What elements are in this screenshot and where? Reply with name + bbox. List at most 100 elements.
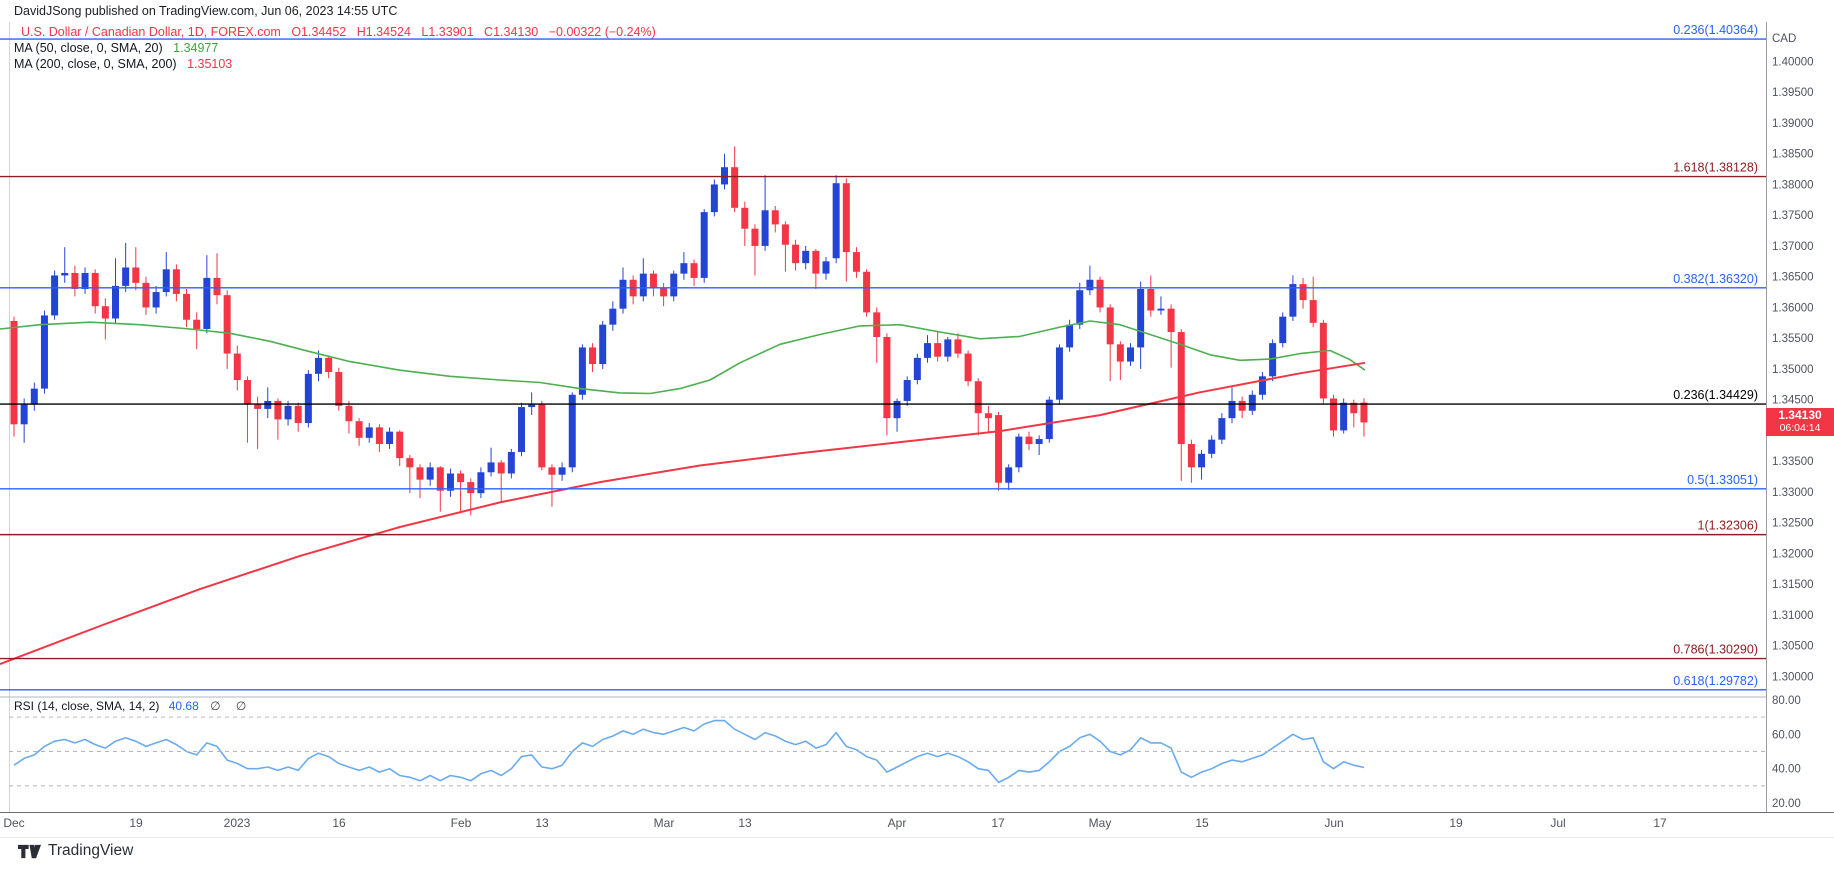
price-tick-label: 1.33500 — [1772, 456, 1814, 468]
candle-body — [700, 212, 708, 278]
ma200-legend-row[interactable]: MA (200, close, 0, SMA, 200) 1.35103 — [14, 56, 656, 72]
candle-body — [132, 267, 140, 283]
candle-body — [1269, 343, 1277, 377]
candle-body — [1106, 307, 1114, 345]
rsi-hidden-ma-values: ∅ ∅ — [210, 699, 253, 713]
ma20-line — [0, 320, 1366, 395]
time-tick-label: 15 — [1195, 816, 1209, 830]
price-tick-label: 1.35500 — [1772, 333, 1814, 345]
candle-body — [954, 339, 962, 354]
candle-body — [1015, 436, 1023, 468]
candle-body — [558, 467, 566, 475]
candle-body — [751, 228, 759, 246]
fib-level-label: 0.618(1.29782) — [1673, 674, 1758, 688]
candle-body — [609, 308, 617, 325]
candle-body — [183, 293, 191, 320]
candle-body — [91, 273, 99, 307]
candle-body — [721, 167, 728, 185]
candle-body — [599, 324, 607, 365]
rsi-legend-row[interactable]: RSI (14, close, SMA, 14, 2) 40.68 ∅ ∅ — [14, 699, 252, 713]
rsi-tick-label: 60.00 — [1772, 729, 1801, 741]
candle-body — [1218, 418, 1226, 440]
candle-body — [477, 472, 485, 494]
candle-body — [101, 306, 109, 319]
candle-body — [426, 467, 434, 480]
candle-body — [812, 250, 820, 274]
candle-body — [1116, 344, 1124, 362]
time-tick-label: 13 — [535, 816, 549, 830]
price-tick-label: 1.37500 — [1772, 210, 1814, 222]
candle-body — [771, 210, 779, 225]
price-tick-label: 1.36000 — [1772, 302, 1814, 314]
time-tick-label: 17 — [1653, 816, 1667, 830]
candle-body — [304, 373, 312, 424]
ma20-legend-row[interactable]: MA (50, close, 0, SMA, 20) 1.34977 — [14, 40, 656, 56]
candle-body — [548, 467, 556, 475]
candle-body — [680, 263, 688, 274]
candle-body — [822, 261, 830, 274]
fib-level-label: 1(1.32306) — [1698, 519, 1758, 533]
time-tick-label: 19 — [129, 816, 143, 830]
fib-level-label: 0.236(1.34429) — [1673, 388, 1758, 402]
candle-body — [294, 405, 302, 424]
rsi-tick-label: 20.00 — [1772, 798, 1801, 810]
candle-body — [71, 273, 79, 289]
candle-body — [10, 320, 18, 425]
candle-body — [467, 482, 475, 494]
candle-body — [122, 267, 130, 286]
price-axis-currency: CAD — [1772, 33, 1796, 45]
ohlc-open: O1.34452 — [291, 25, 347, 39]
ma200-line — [0, 361, 1366, 666]
symbol-legend-row[interactable]: U.S. Dollar / Canadian Dollar, 1D, FOREX… — [14, 24, 656, 40]
time-tick-label: Apr — [888, 816, 907, 830]
candle-body — [20, 404, 28, 425]
time-axis[interactable]: Dec 19 2023 16 Feb 13 Mar 13 Apr 17 May 15 Jun 19 Jul 1… — [0, 812, 1834, 838]
bar-countdown: 06:04:14 — [1779, 422, 1821, 435]
candle-body — [386, 431, 394, 444]
time-tick-label: 16 — [332, 816, 346, 830]
last-price-value: 1.34130 — [1778, 408, 1822, 423]
price-axis[interactable]: CAD 1.40000 1.39500 1.39000 1.38500 1.38000 1.… — [1766, 22, 1814, 812]
rsi-line — [13, 719, 1365, 784]
chart-plot-area[interactable]: 0.236(1.40364) 1.618(1.38128) 0.382(1.3632… — [0, 22, 1766, 812]
candle-body — [112, 285, 119, 319]
candle-body — [792, 244, 800, 264]
candle-body — [1045, 399, 1053, 440]
candlestick-series — [10, 146, 1368, 516]
tradingview-footer[interactable]: TradingView — [18, 842, 133, 860]
candle-body — [335, 372, 343, 406]
candle-body — [589, 347, 597, 365]
candle-body — [852, 252, 860, 272]
price-tick-label: 1.36500 — [1772, 272, 1814, 284]
rsi-pane[interactable] — [9, 716, 1766, 787]
chart-legend: U.S. Dollar / Canadian Dollar, 1D, FOREX… — [14, 24, 656, 72]
candle-body — [670, 273, 678, 297]
candle-body — [172, 269, 180, 294]
time-tick-label: Feb — [451, 816, 472, 830]
candle-body — [1005, 467, 1013, 483]
candle-body — [1350, 402, 1358, 414]
candle-body — [30, 388, 38, 405]
candle-body — [842, 183, 850, 253]
candle-body — [883, 336, 891, 419]
time-tick-label: Dec — [3, 816, 24, 830]
candle-body — [1137, 288, 1145, 348]
ohlc-low: L1.33901 — [421, 25, 474, 39]
rsi-tick-label: 40.00 — [1772, 764, 1801, 776]
candle-body — [223, 295, 231, 354]
rsi-tick-label: 80.00 — [1772, 695, 1801, 707]
ohlc-change: −0.00322 (−0.24%) — [548, 25, 656, 39]
time-tick-label: Jul — [1550, 816, 1565, 830]
price-tick-label: 1.39500 — [1772, 87, 1814, 99]
fib-level-label: 0.786(1.30290) — [1673, 643, 1758, 657]
candle-body — [974, 381, 982, 414]
candle-body — [934, 343, 942, 357]
candle-body — [1198, 453, 1206, 468]
ohlc-close: C1.34130 — [484, 25, 539, 39]
candle-body — [761, 210, 769, 246]
time-tick-label: Jun — [1324, 816, 1343, 830]
candle-body — [487, 462, 495, 473]
candle-body — [254, 404, 262, 409]
